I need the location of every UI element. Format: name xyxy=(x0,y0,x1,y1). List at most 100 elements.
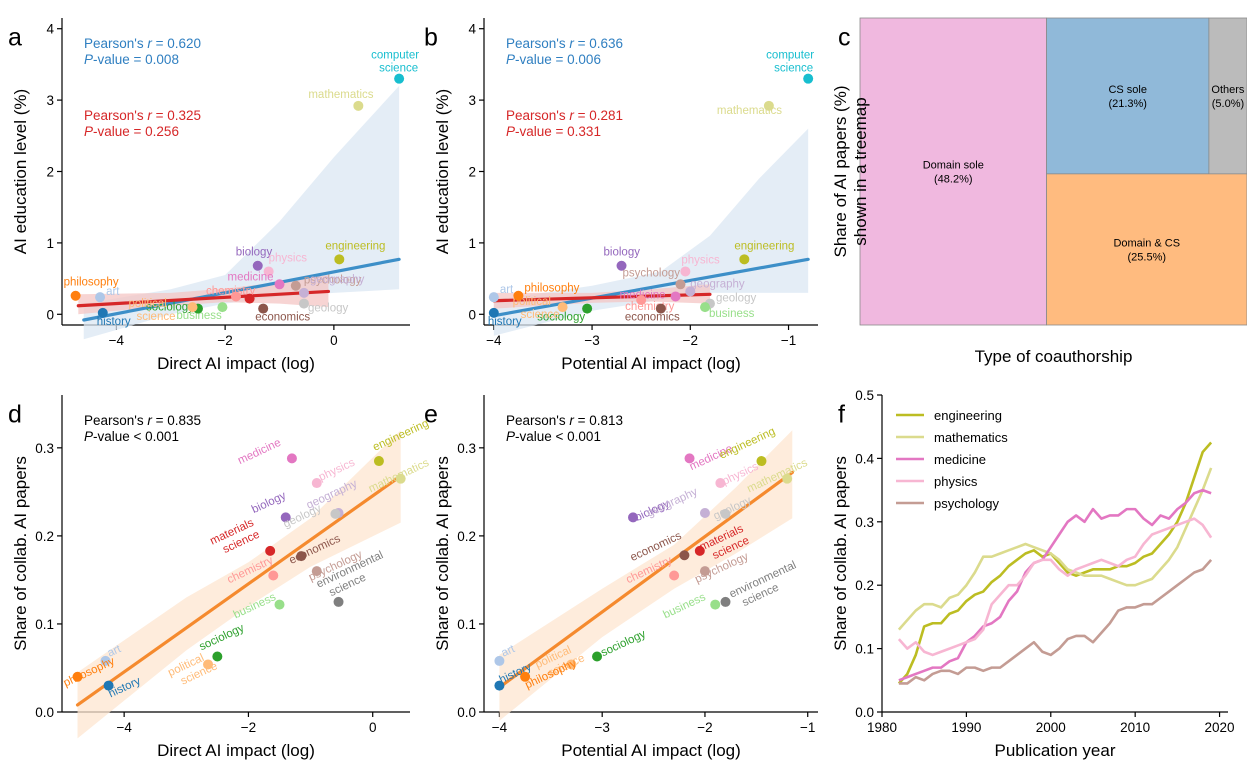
treemap-cell-Domain-CS xyxy=(1046,173,1247,326)
x-tick-label-e: −4 xyxy=(492,720,508,735)
data-label-history: history xyxy=(97,316,131,328)
data-point-political-science xyxy=(203,659,214,670)
data-label-psychology: psychology xyxy=(304,275,362,287)
data-label-business: business xyxy=(176,310,222,322)
data-point-psychology xyxy=(290,280,301,291)
x-tick-label-a: 0 xyxy=(330,333,338,348)
legend-label-psychology: psychology xyxy=(934,496,1000,511)
y-tick-label-a: 0 xyxy=(46,307,54,322)
data-point-engineering xyxy=(373,456,384,467)
y-tick-label-d: 0.1 xyxy=(35,617,54,632)
legend-label-physics: physics xyxy=(934,474,978,489)
y-axis-label-e: Share of collab. AI papers xyxy=(433,456,452,651)
data-point-sociology xyxy=(592,651,603,662)
x-tick-label-d: −2 xyxy=(241,720,256,735)
data-label-geology: geology xyxy=(716,293,757,305)
confidence-band-e xyxy=(499,430,793,721)
data-point-philosophy xyxy=(520,671,531,682)
y-axis-label-a: AI education level (%) xyxy=(11,89,30,254)
data-point-business xyxy=(274,599,285,610)
panel-label-a: a xyxy=(8,24,22,52)
legend-label-medicine: medicine xyxy=(934,452,986,467)
legend-label-mathematics: mathematics xyxy=(934,430,1008,445)
x-tick-label-b: −1 xyxy=(781,333,796,348)
p-value-e: P-value < 0.001 xyxy=(506,429,601,444)
y-tick-label-b: 3 xyxy=(468,93,476,108)
pearson-r-d: Pearson's r = 0.835 xyxy=(84,413,201,428)
data-point-psychology xyxy=(311,566,322,577)
p-value-d: P-value < 0.001 xyxy=(84,429,179,444)
treemap-label: CS sole xyxy=(1108,84,1147,96)
data-point-chemistry xyxy=(268,570,279,581)
treemap-pct: (48.2%) xyxy=(934,174,973,186)
series-line-medicine xyxy=(898,488,1212,682)
data-point-computer-science xyxy=(394,73,405,84)
treemap-label: Domain sole xyxy=(923,160,984,172)
y-tick-label-e: 0.1 xyxy=(457,617,476,632)
confidence-band-d xyxy=(77,430,401,739)
confidence-band-b xyxy=(493,128,809,336)
data-point-materials xyxy=(244,293,255,304)
data-point-biology xyxy=(616,260,627,271)
y-axis-label-c2: shown in a treemap xyxy=(851,97,870,245)
data-point-medicine xyxy=(274,279,285,290)
p-value-b: P-value = 0.331 xyxy=(506,124,601,139)
y-tick-label-d: 0.0 xyxy=(35,705,54,720)
data-point-chemistry xyxy=(231,291,241,302)
pearson-r-a: Pearson's r = 0.325 xyxy=(84,108,201,123)
y-tick-label-a: 2 xyxy=(46,165,54,180)
x-tick-label-b: −4 xyxy=(486,333,502,348)
pearson-r-b: Pearson's r = 0.636 xyxy=(506,36,623,51)
data-label-computer-science: computer science xyxy=(371,50,419,75)
data-point-art xyxy=(95,292,106,303)
data-point-physics xyxy=(311,478,322,489)
data-point-political-science xyxy=(566,659,577,670)
data-point-physics xyxy=(680,266,691,277)
y-tick-label-e: 0.3 xyxy=(457,441,476,456)
y-tick-label-f: 0.3 xyxy=(855,515,874,530)
x-tick-label-e: −2 xyxy=(697,720,712,735)
data-label-computer-science: computer science xyxy=(766,50,814,75)
data-point-economics xyxy=(258,303,269,314)
y-tick-label-f: 0.1 xyxy=(855,642,874,657)
data-label-medicine: medicine xyxy=(236,437,283,467)
x-tick-label-d: −4 xyxy=(116,720,132,735)
data-point-psychology xyxy=(675,279,686,290)
data-label-biology: biology xyxy=(236,247,273,259)
data-point-medicine xyxy=(670,291,681,302)
x-tick-label-b: −3 xyxy=(584,333,599,348)
treemap-label: Others xyxy=(1211,84,1245,96)
x-axis-label-f: Publication year xyxy=(995,741,1116,760)
data-label-geography: geography xyxy=(310,274,365,286)
y-tick-label-b: 1 xyxy=(468,236,476,251)
data-point-art xyxy=(488,292,499,303)
data-point-mathematics xyxy=(395,473,406,484)
data-point-medicine xyxy=(286,453,297,464)
data-point-sociology xyxy=(212,651,223,662)
data-point-business xyxy=(710,599,721,610)
series-line-psychology xyxy=(898,558,1213,685)
y-tick-label-a: 1 xyxy=(46,236,54,251)
data-point-physics xyxy=(263,266,274,277)
data-label-philosophy: philosophy xyxy=(64,277,119,289)
data-point-political-science xyxy=(557,302,568,313)
data-point-materials-science xyxy=(694,545,705,556)
data-label-medicine: medicine xyxy=(228,271,274,283)
x-tick-label-a: −4 xyxy=(109,333,125,348)
fit-line-a xyxy=(76,289,331,308)
data-point-engineering xyxy=(334,254,345,265)
data-point-biology xyxy=(252,260,263,271)
y-tick-label-d: 0.2 xyxy=(35,529,54,544)
data-point-philosophy xyxy=(513,290,524,301)
pearson-r-a: Pearson's r = 0.620 xyxy=(84,36,201,51)
y-tick-label-b: 0 xyxy=(468,307,476,322)
treemap-pct: (25.5%) xyxy=(1128,251,1167,263)
p-value-b: P-value = 0.006 xyxy=(506,52,601,67)
data-point-history xyxy=(97,307,108,318)
x-tick-label-e: −3 xyxy=(594,720,609,735)
data-label-geology: geology xyxy=(308,303,349,315)
data-label-business: business xyxy=(709,308,755,320)
data-point-art xyxy=(494,655,505,666)
data-point-economics xyxy=(655,303,666,314)
